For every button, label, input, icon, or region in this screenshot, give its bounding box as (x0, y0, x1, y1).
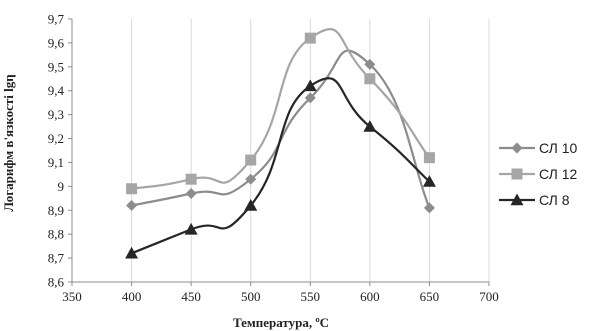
data-point-square (423, 152, 435, 164)
y-tick-label: 8,9 (48, 203, 64, 218)
data-point-diamond (304, 92, 316, 104)
x-tick-label: 400 (122, 289, 142, 304)
y-tick-label: 9,2 (48, 131, 64, 146)
data-point-triangle (363, 120, 377, 132)
series-line (131, 77, 431, 255)
x-tick-label: 700 (479, 289, 499, 304)
series-layer (125, 28, 436, 259)
legend-label: СЛ 10 (539, 140, 578, 156)
y-tick-label: 9,3 (48, 107, 64, 122)
y-tick-label: 8,8 (48, 227, 64, 242)
legend-label: СЛ 12 (539, 166, 578, 182)
data-point-diamond (126, 199, 138, 211)
y-tick-label: 9,4 (48, 83, 65, 98)
data-point-triangle (244, 198, 258, 211)
y-tick-label: 8,6 (48, 275, 65, 290)
data-point-triangle (184, 222, 198, 235)
series-line (131, 28, 431, 190)
y-axis-title: Логарифм в'язкості lgη (1, 74, 16, 211)
legend-item: СЛ 10 (499, 140, 578, 156)
legend-item: СЛ 12 (499, 166, 578, 182)
x-tick-label: 650 (420, 289, 440, 304)
data-point-square (304, 32, 316, 44)
x-tick-label: 350 (62, 289, 82, 304)
data-point-square (126, 183, 138, 195)
legend-item: СЛ 8 (499, 192, 570, 208)
y-tick-label: 9,1 (48, 155, 64, 170)
data-point-square (511, 168, 523, 180)
data-point-square (185, 173, 197, 185)
data-point-diamond (185, 188, 197, 200)
x-tick-label: 550 (301, 289, 321, 304)
data-point-triangle (422, 175, 436, 187)
data-point-triangle (125, 246, 139, 259)
series-СЛ-10 (126, 49, 435, 214)
data-point-triangle (303, 79, 317, 92)
data-point-diamond (511, 142, 523, 154)
y-tick-label: 9,7 (48, 12, 65, 27)
y-tick-label: 9 (58, 179, 65, 194)
y-tick-label: 9,5 (48, 59, 64, 74)
series-СЛ-12 (126, 28, 435, 195)
data-point-diamond (423, 202, 435, 214)
y-tick-label: 8,7 (48, 251, 65, 266)
axis-layer (68, 18, 490, 286)
x-axis-title: Температура, ºС (233, 315, 329, 330)
series-СЛ-8 (125, 77, 436, 259)
legend-label: СЛ 8 (539, 192, 570, 208)
x-tick-label: 600 (360, 289, 380, 304)
grid-layer (131, 19, 490, 282)
tick-layer: 350 400 450 500 550 600 650 700 8,6 8,7 8,8 8,9 9 9,1… (48, 12, 499, 305)
legend: СЛ 10 СЛ 12 СЛ 8 (499, 140, 578, 208)
data-point-diamond (364, 58, 376, 70)
x-tick-label: 500 (241, 289, 261, 304)
data-point-square (245, 154, 257, 166)
data-point-diamond (245, 173, 257, 185)
series-line (131, 49, 431, 209)
x-tick-label: 450 (181, 289, 201, 304)
y-tick-label: 9,6 (48, 35, 65, 50)
data-point-triangle (510, 193, 524, 206)
data-point-square (364, 73, 376, 85)
